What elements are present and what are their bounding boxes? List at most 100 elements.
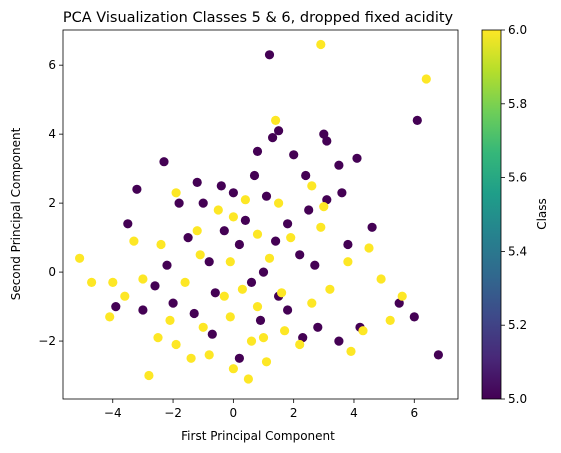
y-tick-label: 4 bbox=[48, 127, 56, 141]
scatter-point-class-6 bbox=[108, 277, 118, 287]
scatter-point-class-6 bbox=[295, 339, 305, 350]
scatter-point-class-5 bbox=[207, 329, 217, 339]
scatter-point-class-5 bbox=[343, 239, 353, 250]
scatter-point-class-6 bbox=[105, 312, 115, 322]
scatter-point-class-5 bbox=[216, 181, 226, 191]
scatter-point-class-6 bbox=[346, 346, 356, 356]
y-axis-title: Second Principal Component bbox=[9, 127, 23, 300]
scatter-point-class-5 bbox=[210, 288, 220, 298]
scatter-point-class-6 bbox=[397, 291, 407, 301]
scatter-point-class-5 bbox=[189, 308, 199, 319]
scatter-point-class-6 bbox=[75, 253, 85, 263]
scatter-point-class-5 bbox=[261, 191, 272, 201]
scatter-point-class-6 bbox=[261, 357, 272, 367]
x-axis-title: First Principal Component bbox=[181, 429, 335, 443]
scatter-point-class-5 bbox=[264, 50, 275, 60]
scatter-point-class-5 bbox=[132, 184, 142, 194]
scatter-point-class-6 bbox=[325, 284, 335, 294]
x-tick-label: −2 bbox=[164, 406, 182, 420]
scatter-point-class-6 bbox=[286, 233, 296, 243]
scatter-point-class-5 bbox=[322, 195, 332, 205]
scatter-point-class-5 bbox=[274, 126, 284, 136]
scatter-point-class-5 bbox=[352, 153, 362, 163]
scatter-point-class-5 bbox=[252, 146, 263, 156]
scatter-point-class-5 bbox=[138, 305, 148, 315]
scatter-point-class-6 bbox=[204, 350, 214, 360]
scatter-point-class-5 bbox=[198, 198, 208, 208]
scatter-point-class-6 bbox=[307, 181, 317, 191]
scatter-point-class-6 bbox=[228, 364, 238, 374]
scatter-point-class-5 bbox=[289, 150, 299, 160]
scatter-point-class-5 bbox=[334, 160, 344, 170]
y-tick-label: 0 bbox=[48, 265, 56, 279]
scatter-point-class-5 bbox=[255, 315, 266, 325]
colorbar-axis: 5.0 5.2 5.4 5.6 5.8 6.0 bbox=[501, 23, 527, 406]
scatter-point-class-6 bbox=[225, 257, 235, 267]
scatter-point-class-5 bbox=[367, 222, 377, 232]
x-tick-label: 6 bbox=[410, 406, 418, 420]
x-tick-label: 0 bbox=[230, 406, 238, 420]
scatter-point-class-6 bbox=[252, 229, 263, 239]
colorbar-tick-label: 5.0 bbox=[508, 392, 527, 406]
scatter-point-class-5 bbox=[433, 350, 443, 360]
scatter-point-class-5 bbox=[337, 188, 347, 198]
scatter-point-class-5 bbox=[322, 136, 332, 146]
scatter-point-class-5 bbox=[283, 219, 293, 229]
scatter-point-class-6 bbox=[307, 298, 317, 308]
scatter-point-class-6 bbox=[271, 115, 281, 125]
scatter-point-class-6 bbox=[186, 353, 196, 363]
scatter-point-class-6 bbox=[319, 202, 329, 212]
y-tick-label: −2 bbox=[38, 334, 56, 348]
scatter-point-class-5 bbox=[304, 205, 314, 215]
colorbar-tick-label: 6.0 bbox=[508, 23, 527, 37]
scatter-point-class-6 bbox=[343, 257, 353, 267]
scatter-point-class-6 bbox=[258, 333, 269, 343]
scatter-point-class-6 bbox=[129, 236, 139, 246]
scatter-point-class-6 bbox=[180, 277, 190, 287]
scatter-point-class-6 bbox=[376, 274, 386, 284]
scatter-point-class-5 bbox=[334, 336, 344, 346]
colorbar-tick-label: 5.4 bbox=[508, 244, 527, 258]
x-axis: −4 −2 0 2 4 6 bbox=[104, 399, 418, 420]
scatter-point-class-5 bbox=[159, 157, 169, 167]
scatter-point-class-5 bbox=[111, 302, 121, 312]
scatter-point-class-6 bbox=[213, 205, 223, 215]
x-tick-label: 4 bbox=[350, 406, 358, 420]
scatter-point-class-5 bbox=[313, 322, 323, 332]
scatter-point-class-6 bbox=[240, 195, 250, 205]
x-tick-label: −4 bbox=[104, 406, 122, 420]
scatter-point-class-6 bbox=[364, 243, 374, 253]
scatter-point-class-6 bbox=[274, 198, 284, 208]
scatter-point-class-6 bbox=[246, 336, 257, 346]
scatter-point-class-5 bbox=[228, 188, 238, 198]
scatter-point-class-5 bbox=[234, 353, 244, 363]
scatter-point-class-6 bbox=[385, 315, 395, 325]
scatter-point-class-6 bbox=[280, 326, 290, 336]
colorbar-tick-label: 5.6 bbox=[508, 171, 527, 185]
scatter-point-class-5 bbox=[409, 312, 419, 322]
scatter-point-class-6 bbox=[358, 326, 368, 336]
x-tick-label: 2 bbox=[290, 406, 298, 420]
scatter-point-class-5 bbox=[268, 133, 278, 143]
scatter-point-class-5 bbox=[301, 170, 311, 181]
colorbar-tick-label: 5.8 bbox=[508, 97, 527, 111]
scatter-point-class-5 bbox=[168, 298, 178, 308]
scatter-point-class-6 bbox=[120, 291, 130, 301]
scatter-point-class-6 bbox=[225, 312, 235, 322]
scatter-point-class-6 bbox=[198, 322, 208, 332]
scatter-point-class-6 bbox=[192, 226, 202, 236]
scatter-point-class-6 bbox=[87, 277, 97, 287]
scatter-point-class-5 bbox=[319, 129, 329, 139]
scatter-point-class-5 bbox=[271, 236, 281, 246]
colorbar bbox=[481, 29, 502, 400]
scatter-point-class-5 bbox=[123, 219, 133, 229]
scatter-point-class-6 bbox=[171, 339, 181, 350]
y-axis: −2 0 2 4 6 bbox=[38, 58, 63, 348]
y-tick-label: 6 bbox=[48, 58, 56, 72]
scatter-point-class-6 bbox=[228, 212, 238, 222]
plot-area bbox=[63, 30, 458, 399]
scatter-point-class-6 bbox=[277, 288, 287, 298]
y-tick-label: 2 bbox=[48, 196, 56, 210]
scatter-point-class-5 bbox=[219, 226, 229, 236]
